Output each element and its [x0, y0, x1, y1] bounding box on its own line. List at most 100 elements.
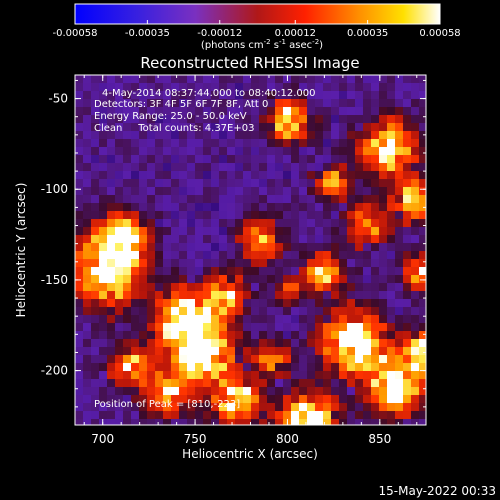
- heatmap-pixel: [315, 99, 323, 107]
- heatmap-pixel: [283, 323, 291, 331]
- heatmap-pixel: [259, 115, 267, 123]
- heatmap-pixel: [363, 123, 371, 131]
- heatmap-pixel: [283, 195, 291, 203]
- heatmap-pixel: [99, 139, 107, 147]
- heatmap-pixel: [411, 139, 419, 147]
- heatmap-pixel: [235, 259, 243, 267]
- heatmap-pixel: [379, 155, 387, 163]
- heatmap-pixel: [211, 171, 219, 179]
- heatmap-pixel: [179, 291, 187, 299]
- heatmap-pixel: [83, 275, 91, 283]
- heatmap-pixel: [387, 211, 395, 219]
- heatmap-pixel: [323, 171, 331, 179]
- heatmap-pixel: [147, 419, 155, 425]
- heatmap-pixel: [203, 371, 211, 379]
- heatmap-pixel: [403, 219, 411, 227]
- heatmap-pixel: [115, 147, 123, 155]
- heatmap-pixel: [419, 99, 426, 107]
- heatmap-pixel: [147, 283, 155, 291]
- heatmap-pixel: [155, 419, 163, 425]
- heatmap-pixel: [187, 91, 195, 99]
- heatmap-pixel: [259, 323, 267, 331]
- heatmap-pixel: [75, 147, 83, 155]
- heatmap-pixel: [243, 299, 251, 307]
- heatmap-pixel: [243, 75, 251, 83]
- heatmap-pixel: [307, 179, 315, 187]
- heatmap-pixel: [179, 299, 187, 307]
- heatmap-pixel: [411, 163, 419, 171]
- heatmap-pixel: [211, 187, 219, 195]
- heatmap-pixel: [147, 251, 155, 259]
- heatmap-pixel: [379, 187, 387, 195]
- heatmap-pixel: [163, 171, 171, 179]
- heatmap-pixel: [347, 99, 355, 107]
- heatmap-pixel: [171, 363, 179, 371]
- heatmap-pixel: [179, 307, 187, 315]
- heatmap-pixel: [347, 83, 355, 91]
- heatmap-pixel: [227, 107, 235, 115]
- heatmap-pixel: [363, 163, 371, 171]
- heatmap-pixel: [371, 251, 379, 259]
- heatmap-pixel: [99, 283, 107, 291]
- heatmap-pixel: [187, 99, 195, 107]
- heatmap-pixel: [203, 355, 211, 363]
- heatmap-pixel: [171, 243, 179, 251]
- heatmap-pixel: [83, 243, 91, 251]
- heatmap-pixel: [371, 219, 379, 227]
- heatmap-pixel: [251, 363, 259, 371]
- heatmap-pixel: [347, 147, 355, 155]
- heatmap-pixel: [187, 203, 195, 211]
- heatmap-pixel: [115, 323, 123, 331]
- heatmap-pixel: [307, 411, 315, 419]
- heatmap-pixel: [387, 75, 395, 83]
- heatmap-pixel: [139, 147, 147, 155]
- heatmap-pixel: [99, 211, 107, 219]
- heatmap-pixel: [371, 107, 379, 115]
- heatmap-pixel: [83, 387, 91, 395]
- heatmap-pixel: [419, 331, 426, 339]
- heatmap-pixel: [355, 355, 363, 363]
- heatmap-pixel: [227, 291, 235, 299]
- heatmap-pixel: [147, 339, 155, 347]
- heatmap-pixel: [163, 403, 171, 411]
- heatmap-pixel: [171, 355, 179, 363]
- heatmap-pixel: [323, 75, 331, 83]
- heatmap-pixel: [267, 323, 275, 331]
- heatmap-pixel: [243, 163, 251, 171]
- heatmap-pixel: [219, 291, 227, 299]
- heatmap-pixel: [387, 147, 395, 155]
- heatmap-pixel: [339, 75, 347, 83]
- heatmap-pixel: [131, 355, 139, 363]
- heatmap-pixel: [411, 155, 419, 163]
- heatmap-pixel: [379, 275, 387, 283]
- heatmap-pixel: [347, 275, 355, 283]
- heatmap-pixel: [315, 347, 323, 355]
- heatmap-pixel: [131, 187, 139, 195]
- heatmap-pixel: [147, 323, 155, 331]
- heatmap-pixel: [195, 131, 203, 139]
- heatmap-pixel: [307, 187, 315, 195]
- heatmap-pixel: [171, 219, 179, 227]
- heatmap-pixel: [115, 251, 123, 259]
- heatmap-pixel: [259, 251, 267, 259]
- heatmap-pixel: [419, 347, 426, 355]
- heatmap-pixel: [123, 91, 131, 99]
- heatmap-pixel: [291, 131, 299, 139]
- heatmap-pixel: [331, 219, 339, 227]
- heatmap-pixel: [123, 419, 131, 425]
- heatmap-pixel: [219, 403, 227, 411]
- heatmap-pixel: [179, 219, 187, 227]
- heatmap-pixel: [291, 235, 299, 243]
- heatmap-pixel: [139, 99, 147, 107]
- heatmap-pixel: [307, 83, 315, 91]
- heatmap-pixel: [235, 347, 243, 355]
- heatmap-pixel: [411, 83, 419, 91]
- heatmap-pixel: [115, 187, 123, 195]
- heatmap-pixel: [291, 355, 299, 363]
- heatmap-pixel: [243, 419, 251, 425]
- heatmap-pixel: [299, 267, 307, 275]
- heatmap-pixel: [171, 187, 179, 195]
- heatmap-pixel: [195, 283, 203, 291]
- heatmap-pixel: [75, 195, 83, 203]
- heatmap-pixel: [131, 275, 139, 283]
